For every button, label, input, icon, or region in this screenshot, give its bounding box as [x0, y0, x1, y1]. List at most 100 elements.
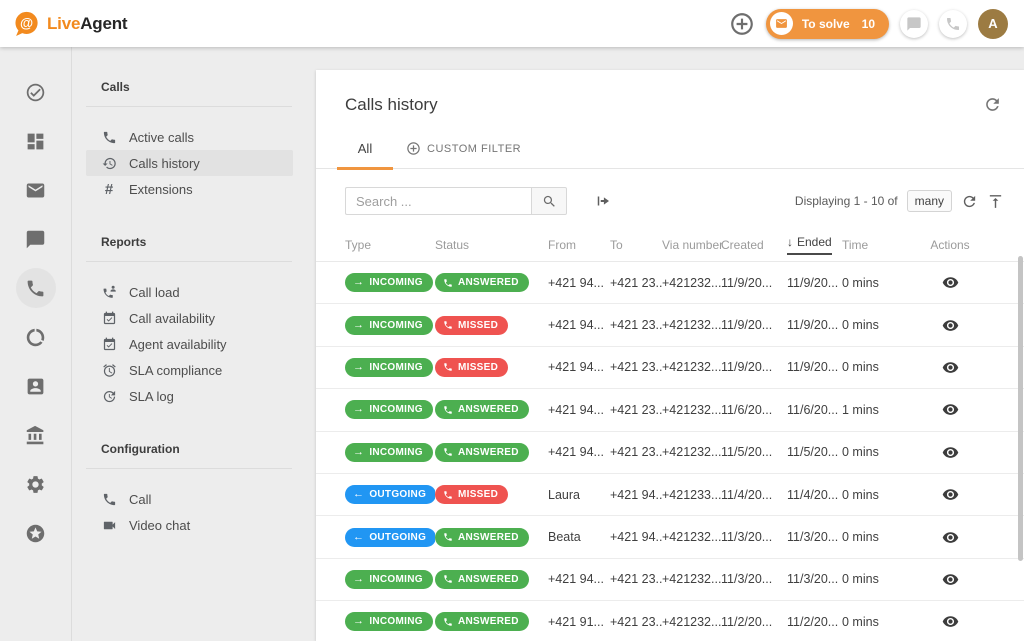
col-header-actions[interactable]: Actions: [905, 238, 995, 252]
answered-badge: ANSWERED: [435, 528, 529, 547]
col-header-created[interactable]: Created: [721, 238, 787, 252]
cell-via: +421232...: [662, 445, 721, 459]
sidebar-item-active-calls[interactable]: Active calls: [86, 124, 293, 150]
sidebar-item-agent-availability[interactable]: Agent availability: [86, 331, 293, 357]
rail-item-mail[interactable]: [16, 170, 56, 210]
view-call-button[interactable]: [942, 444, 959, 461]
sidebar-item-sla-log[interactable]: SLA log: [86, 383, 293, 409]
col-header-time[interactable]: Time: [842, 238, 905, 252]
col-header-type[interactable]: Type: [345, 238, 435, 252]
phone-icon: [443, 490, 453, 500]
view-call-button[interactable]: [942, 317, 959, 334]
view-call-button[interactable]: [942, 529, 959, 546]
rail-item-settings[interactable]: [16, 464, 56, 504]
cell-type: →INCOMING: [345, 612, 435, 631]
avatar[interactable]: A: [978, 9, 1008, 39]
col-header-ended[interactable]: ↓Ended: [787, 235, 842, 255]
view-call-button[interactable]: [942, 359, 959, 376]
cell-actions: [905, 359, 995, 376]
reload-list-button[interactable]: [961, 193, 978, 210]
arrow-right-icon: →: [353, 320, 364, 331]
chats-button[interactable]: [900, 10, 928, 38]
sidebar-item-extensions[interactable]: #Extensions: [86, 176, 293, 202]
divider: [86, 261, 292, 262]
scrollbar-thumb[interactable]: [1018, 256, 1023, 561]
table-toolbar: Displaying 1 - 10 of many: [316, 169, 1024, 228]
rail-item-tickets[interactable]: [16, 72, 56, 112]
table-row[interactable]: ←OUTGOINGMISSEDLaura+421 94...+421233...…: [316, 474, 1024, 516]
cell-created: 11/3/20...: [721, 530, 787, 544]
tab-custom-filter[interactable]: CUSTOM FILTER: [406, 129, 521, 169]
table-row[interactable]: →INCOMINGANSWERED+421 94...+421 23...+42…: [316, 389, 1024, 431]
eye-icon: [942, 571, 959, 588]
rail-item-contacts[interactable]: [16, 366, 56, 406]
topbar: @ LiveAgent To solve 10 A: [0, 0, 1024, 47]
search-input[interactable]: [345, 187, 531, 215]
cell-time: 0 mins: [842, 488, 905, 502]
col-header-status[interactable]: Status: [435, 238, 548, 252]
cell-created: 11/5/20...: [721, 445, 787, 459]
rail-item-company[interactable]: [16, 415, 56, 455]
to-solve-button[interactable]: To solve 10: [766, 9, 889, 39]
cell-via: +421232...: [662, 360, 721, 374]
sidebar-item-label: Calls history: [129, 156, 200, 171]
rail-item-usage[interactable]: [16, 317, 56, 357]
arrow-to-top-icon: [987, 193, 1004, 210]
rail-item-upgrade[interactable]: [16, 513, 56, 553]
sidebar-item-calls-history[interactable]: Calls history: [86, 150, 293, 176]
cell-type: ←OUTGOING: [345, 528, 435, 547]
eye-icon: [942, 274, 959, 291]
cell-via: +421232...: [662, 318, 721, 332]
table-row[interactable]: ←OUTGOINGANSWEREDBeata+421 94...+421232.…: [316, 516, 1024, 558]
view-call-button[interactable]: [942, 571, 959, 588]
col-header-from[interactable]: From: [548, 238, 610, 252]
calls-button[interactable]: [939, 10, 967, 38]
cell-type: →INCOMING: [345, 443, 435, 462]
cell-to: +421 23...: [610, 360, 662, 374]
refresh-icon: [961, 193, 978, 210]
forward-button[interactable]: [594, 192, 612, 210]
export-top-button[interactable]: [987, 193, 1004, 210]
cell-time: 0 mins: [842, 530, 905, 544]
answered-badge: ANSWERED: [435, 612, 529, 631]
sidebar-item-call-load[interactable]: Call load: [86, 279, 293, 305]
plus-circle-icon: [406, 141, 421, 156]
rail-item-chats[interactable]: [16, 219, 56, 259]
cell-actions: [905, 274, 995, 291]
sort-desc-icon: ↓: [787, 235, 793, 249]
table-row[interactable]: →INCOMINGMISSED+421 94...+421 23...+4212…: [316, 347, 1024, 389]
table-row[interactable]: →INCOMINGANSWERED+421 94...+421 23...+42…: [316, 262, 1024, 304]
col-header-to[interactable]: To: [610, 238, 662, 252]
clock-log-icon: [101, 388, 117, 404]
cell-from: +421 91...: [548, 615, 610, 629]
view-call-button[interactable]: [942, 274, 959, 291]
tab-all[interactable]: All: [337, 129, 393, 169]
add-new-button[interactable]: [729, 11, 755, 37]
sidebar-item-sla-compliance[interactable]: SLA compliance: [86, 357, 293, 383]
arrow-left-icon: ←: [353, 532, 364, 543]
refresh-button[interactable]: [983, 95, 1002, 114]
sidebar-item-call-availability[interactable]: Call availability: [86, 305, 293, 331]
table-row[interactable]: →INCOMINGMISSED+421 94...+421 23...+4212…: [316, 304, 1024, 346]
missed-badge: MISSED: [435, 316, 508, 335]
col-header-via-number[interactable]: Via number: [662, 238, 721, 252]
history-icon: [101, 155, 117, 171]
divider: [86, 468, 292, 469]
sidebar-item-call[interactable]: Call: [86, 486, 293, 512]
table-row[interactable]: →INCOMINGANSWERED+421 94...+421 23...+42…: [316, 559, 1024, 601]
rail-item-dashboard[interactable]: [16, 121, 56, 161]
total-count-chip[interactable]: many: [907, 190, 952, 212]
view-call-button[interactable]: [942, 613, 959, 630]
video-icon: [101, 517, 117, 533]
table-row[interactable]: →INCOMINGANSWERED+421 94...+421 23...+42…: [316, 432, 1024, 474]
answered-badge: ANSWERED: [435, 443, 529, 462]
cell-via: +421232...: [662, 572, 721, 586]
view-call-button[interactable]: [942, 486, 959, 503]
sidebar-item-video-chat[interactable]: Video chat: [86, 512, 293, 538]
view-call-button[interactable]: [942, 401, 959, 418]
calendar-check-icon: [101, 336, 117, 352]
search-button[interactable]: [531, 187, 567, 215]
cell-actions: [905, 529, 995, 546]
rail-item-calls[interactable]: [16, 268, 56, 308]
table-row[interactable]: →INCOMINGANSWERED+421 91...+421 23...+42…: [316, 601, 1024, 641]
